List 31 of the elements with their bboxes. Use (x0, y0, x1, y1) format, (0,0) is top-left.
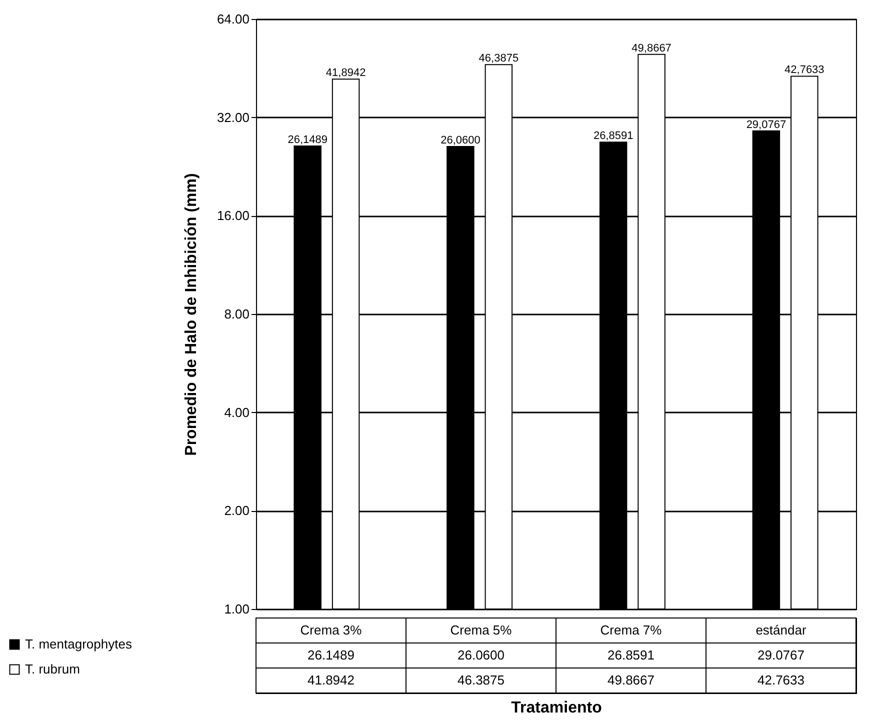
data-label: 26,8591 (593, 130, 634, 142)
data-label: 42,7633 (784, 64, 824, 76)
text: 26.8591 (608, 648, 654, 662)
text: 26.1489 (308, 648, 354, 662)
text: 42.7633 (758, 672, 804, 688)
text: 46.3875 (458, 672, 504, 688)
data-label: 26,1489 (288, 134, 328, 146)
text: 26.0600 (458, 648, 504, 662)
x-axis-title: Tratamiento (511, 700, 602, 716)
x-tick-label: Crema 5% (450, 622, 512, 638)
data-label: 49,8667 (632, 42, 672, 54)
y-tick-label: 32.00 (216, 110, 250, 125)
x-tick-label: Crema 7% (600, 622, 662, 638)
y-tick-label: 2.00 (224, 503, 250, 518)
text: 29.0767 (758, 648, 804, 662)
text: 49.8667 (608, 672, 654, 688)
y-tick-label: 16.00 (216, 208, 250, 224)
data-label: 41,8942 (326, 67, 366, 80)
data-label: 46,3875 (478, 52, 519, 65)
y-tick-label: 8.00 (224, 306, 250, 322)
legend-label: T. mentagrophytes (25, 636, 132, 652)
data-label: 29,0767 (746, 118, 786, 131)
text: 41.8942 (308, 672, 354, 688)
x-tick-label: estándar (756, 622, 807, 638)
x-tick-label: Crema 3% (300, 622, 362, 638)
y-axis-title: Promedio de Halo de Inhibición (mm) (182, 173, 200, 456)
legend-label: T. rubrum (25, 662, 80, 676)
y-tick-label: 4.00 (224, 404, 250, 420)
y-tick-label: 64.00 (216, 12, 250, 26)
data-label: 26,0600 (440, 134, 480, 146)
y-tick-label: 1.00 (224, 602, 250, 616)
